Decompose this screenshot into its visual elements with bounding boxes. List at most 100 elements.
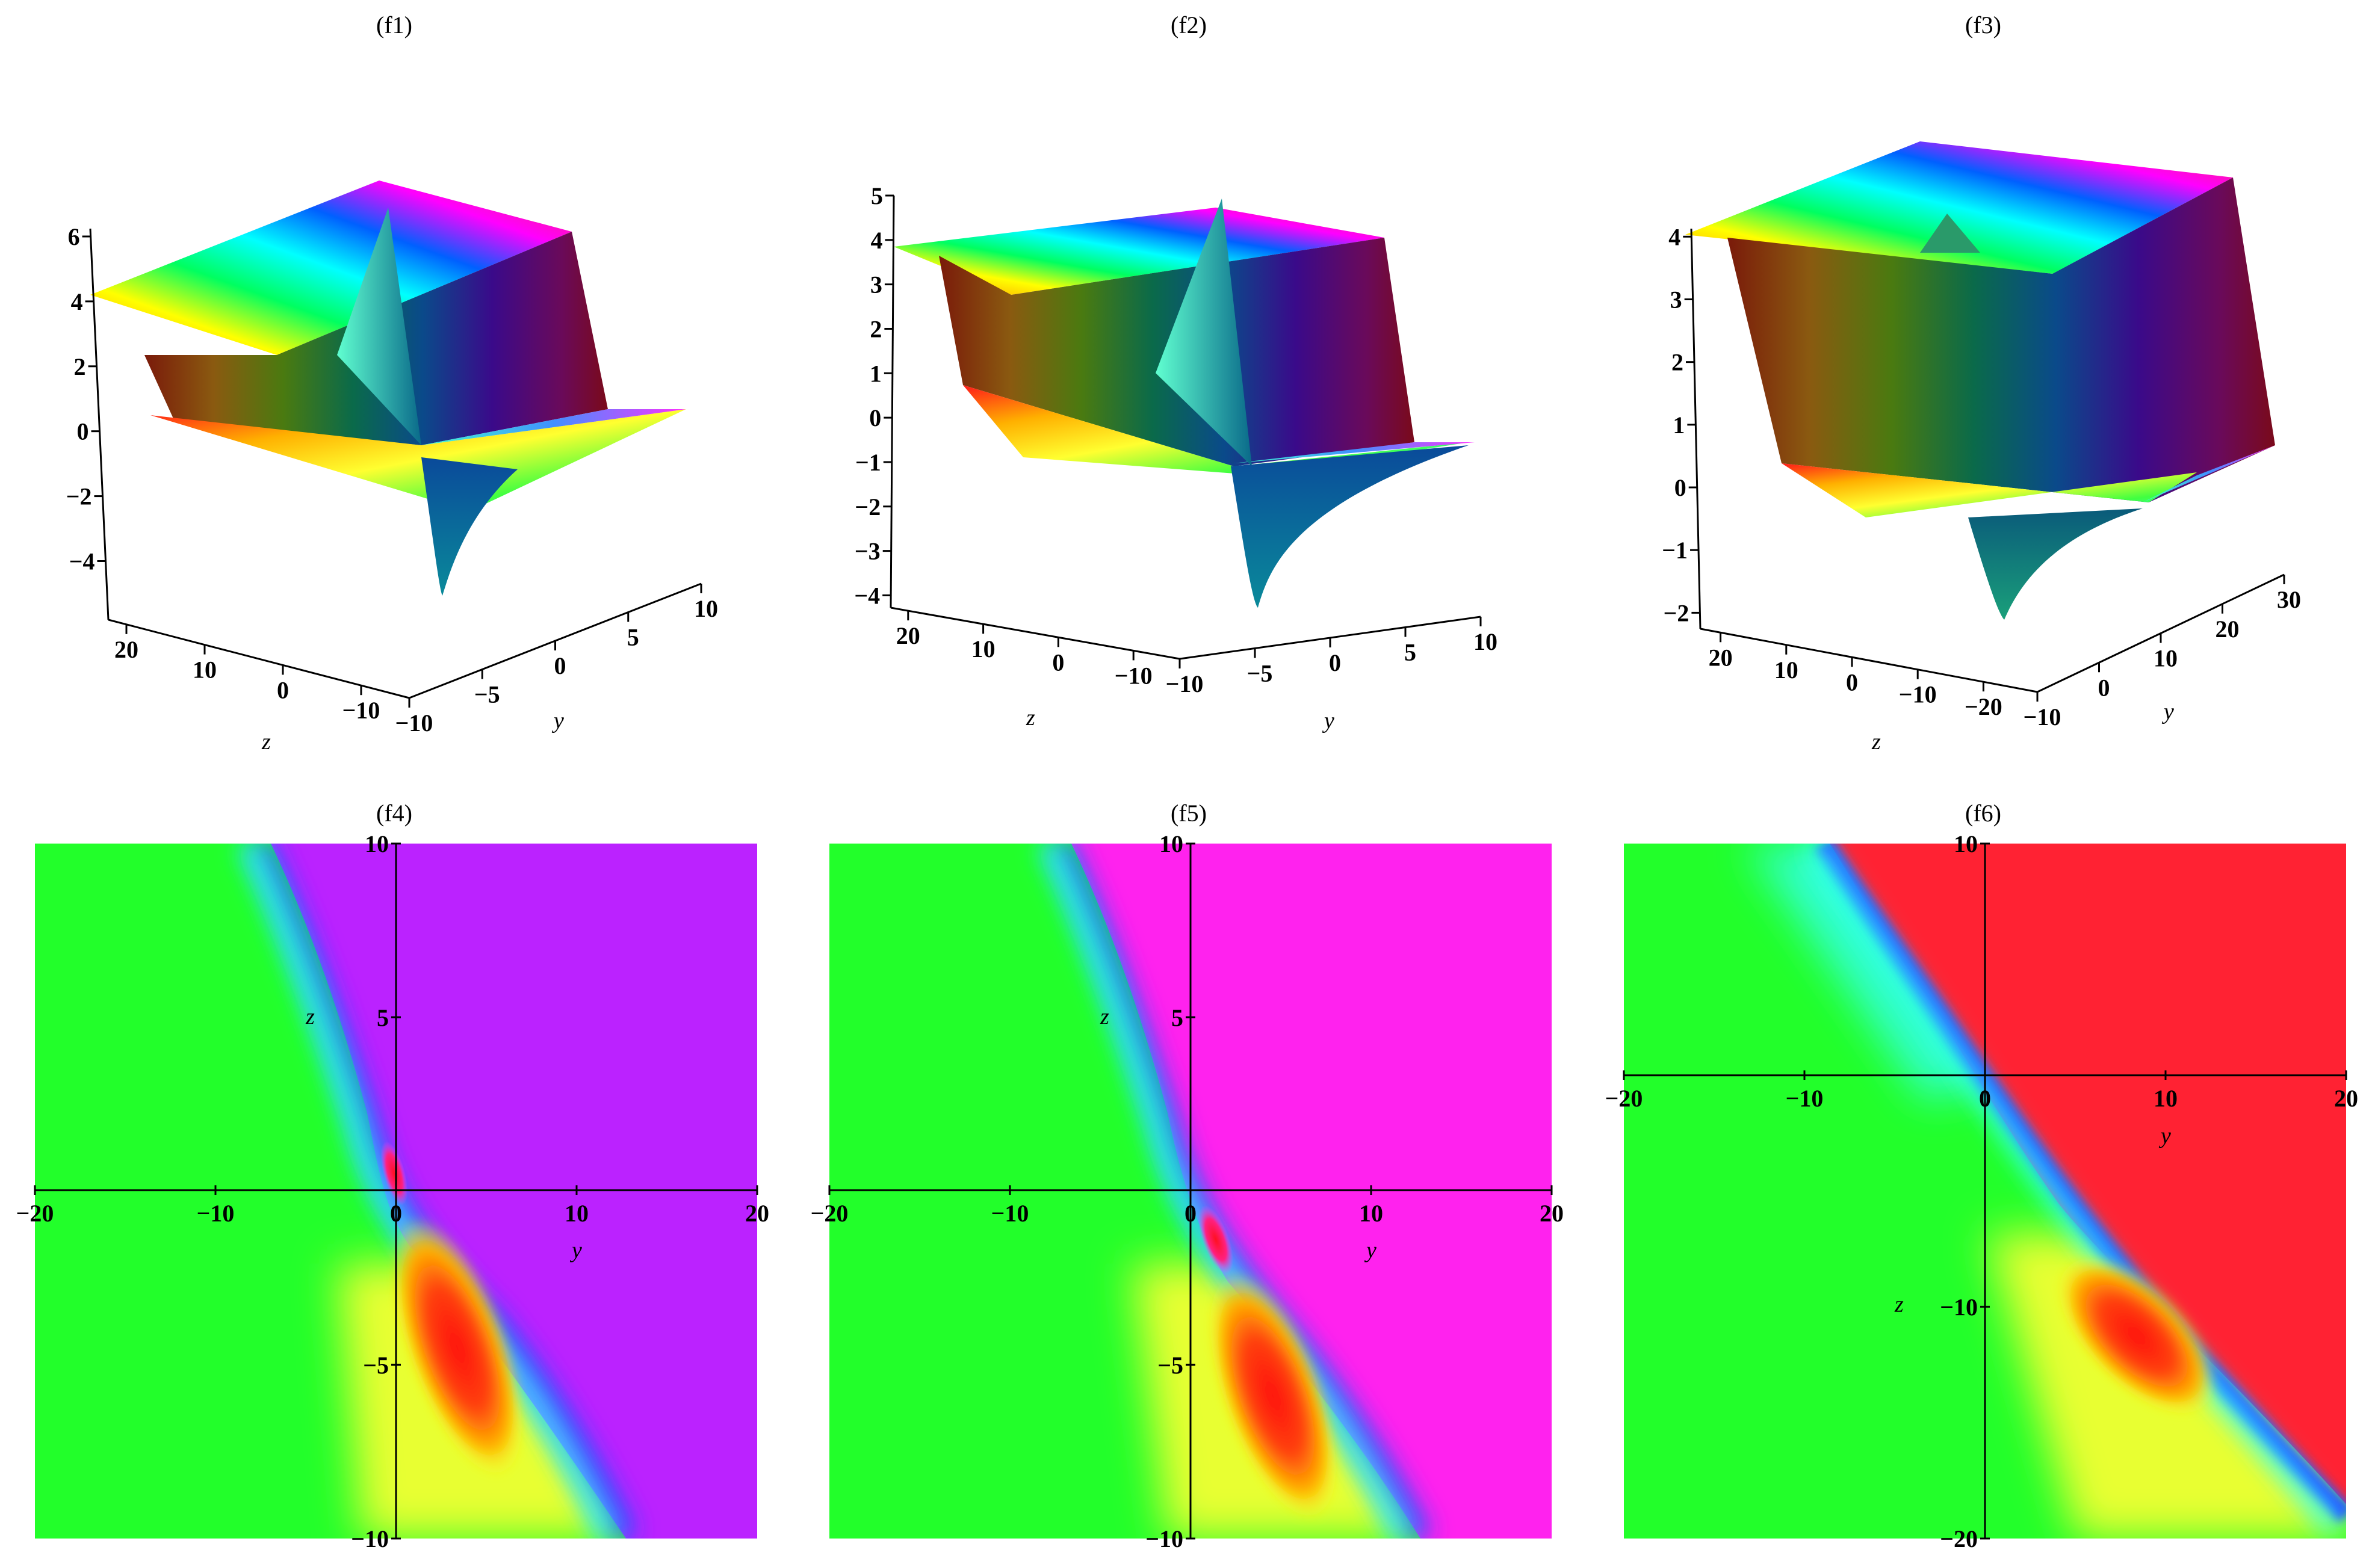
- z-tick-label: 10: [971, 635, 996, 662]
- x-tick-label: 10: [2154, 1085, 2178, 1112]
- value-tick-label: −4: [854, 582, 880, 609]
- y-tick-label: 10: [1954, 830, 1978, 857]
- y-tick-label: 5: [627, 624, 639, 651]
- x-tick-label: 0: [1184, 1200, 1197, 1227]
- y-tick-label: −20: [1940, 1525, 1978, 1552]
- surface-step-wall: [1727, 177, 2275, 502]
- x-tick-label: 10: [565, 1200, 589, 1227]
- heatmap-f5: [829, 844, 1552, 1539]
- z-axis-front: [1700, 628, 2038, 693]
- y-tick-label: −5: [1247, 660, 1273, 687]
- value-tick-label: −1: [855, 449, 881, 476]
- value-tick-label: 3: [870, 271, 882, 298]
- x-tick-label: −10: [197, 1200, 235, 1227]
- z-tick-label: 10: [193, 656, 217, 684]
- surface-peak: [1156, 199, 1252, 466]
- f3-x-axis-label: z: [1871, 729, 1881, 755]
- heatmap-cyan-region: [1745, 844, 1986, 1101]
- y-tick-label: 10: [2154, 645, 2178, 672]
- x-tick-label: 20: [2334, 1085, 2358, 1112]
- y-tick-label: 0: [2098, 674, 2110, 701]
- z-tick-label: 20: [896, 622, 920, 649]
- f4-x-axis-label: y: [569, 1238, 582, 1263]
- surface-lower-plateau: [1782, 463, 2197, 517]
- z-value-axis: [890, 195, 895, 608]
- x-tick-label: −20: [1605, 1085, 1643, 1112]
- surface-plot-f2: [890, 195, 1481, 660]
- heatmap-small-blob: [1198, 1205, 1234, 1274]
- y-tick-label: 30: [2277, 586, 2301, 613]
- f4-y-axis-label: z: [305, 1004, 315, 1029]
- heatmap-f6: [1624, 844, 2346, 1539]
- z-tick-label: −20: [1965, 693, 2002, 720]
- z-tick-label: −10: [1899, 681, 1937, 708]
- y-tick-label: 10: [694, 595, 718, 622]
- x-tick-label: −10: [991, 1200, 1029, 1227]
- surface-top-plateau: [894, 208, 1384, 295]
- y-tick-label: −10: [2024, 703, 2061, 730]
- surface-lower-plateau: [963, 385, 1469, 475]
- y-tick-label: −10: [1166, 670, 1204, 697]
- z-axis-front: [890, 607, 1180, 660]
- f5-x-axis-label: y: [1364, 1238, 1376, 1263]
- y-tick-label: 10: [365, 830, 389, 857]
- value-tick-label: −2: [1664, 599, 1689, 626]
- value-tick-label: 4: [71, 288, 83, 315]
- surface-plot-f1: [89, 181, 702, 699]
- value-tick-label: 0: [77, 418, 89, 445]
- heatmap-front: [247, 844, 637, 1539]
- value-tick-label: 2: [74, 353, 86, 380]
- f1-x-axis-label: z: [261, 729, 271, 755]
- heatmap-main-blob: [1207, 1270, 1339, 1522]
- panel-title-f2: (f2): [1171, 11, 1207, 39]
- surface-trough: [421, 457, 518, 596]
- y-tick-label: −10: [1145, 1525, 1183, 1552]
- surface-trough: [1231, 445, 1469, 608]
- x-tick-label: 0: [390, 1200, 402, 1227]
- f5-y-axis-label: z: [1100, 1004, 1109, 1029]
- surface-plot-f3: [1685, 141, 2285, 693]
- z-axis-front: [108, 619, 410, 699]
- heatmap-front-cyan: [1804, 844, 2343, 1534]
- value-tick-label: 1: [1673, 412, 1685, 439]
- surface-top-plateau: [90, 181, 572, 355]
- surface-peak: [1920, 214, 1980, 253]
- x-tick-label: −20: [811, 1200, 849, 1227]
- y-tick-label: 10: [1473, 628, 1497, 655]
- f6-x-axis-label: y: [2158, 1123, 2171, 1149]
- z-tick-label: 0: [1846, 668, 1858, 696]
- panel-title-f4: (f4): [376, 800, 412, 827]
- y-tick-label: −10: [395, 709, 433, 736]
- f3-y-axis-label: y: [2161, 699, 2174, 724]
- z-tick-label: −10: [1115, 662, 1153, 689]
- heatmap-front-cyan: [1039, 844, 1411, 1539]
- z-tick-label: −10: [342, 697, 380, 724]
- x-tick-label: 20: [1540, 1200, 1564, 1227]
- heatmap-main-blob: [2055, 1255, 2218, 1417]
- heatmap-right-region: [1830, 844, 2346, 1504]
- y-tick-label: 5: [1404, 639, 1416, 666]
- y-tick-label: 20: [2216, 616, 2240, 643]
- y-tick-label: −10: [1940, 1294, 1978, 1321]
- y-tick-label: 0: [554, 652, 566, 679]
- z-tick-label: 20: [1709, 644, 1733, 671]
- value-tick-label: −1: [1662, 537, 1688, 564]
- y-tick-label: 5: [377, 1004, 389, 1031]
- surface-lower-plateau-right: [2143, 445, 2275, 502]
- panel-title-f3: (f3): [1965, 11, 2001, 39]
- value-tick-label: 2: [870, 315, 882, 342]
- f2-y-axis-label: y: [1322, 708, 1334, 733]
- surface-lower-plateau-right: [421, 409, 686, 445]
- panel-title-f6: (f6): [1965, 800, 2001, 827]
- y-tick-label: 5: [1171, 1004, 1183, 1031]
- x-tick-label: −10: [1786, 1085, 1824, 1112]
- f2-x-axis-label: z: [1026, 705, 1035, 730]
- value-tick-label: 3: [1670, 286, 1682, 313]
- y-tick-label: 0: [1329, 649, 1341, 676]
- surface-peak: [337, 208, 421, 445]
- value-tick-label: 0: [869, 404, 881, 431]
- value-tick-label: 2: [1671, 349, 1683, 376]
- value-tick-label: 4: [870, 227, 882, 254]
- z-value-axis: [89, 228, 110, 620]
- value-tick-label: 1: [870, 360, 882, 387]
